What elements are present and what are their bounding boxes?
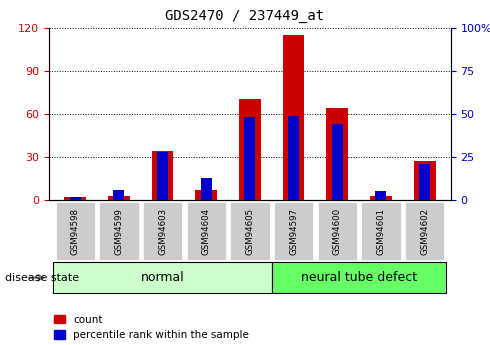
- Bar: [108, 196, 130, 200]
- Text: GSM94605: GSM94605: [245, 208, 254, 255]
- Bar: [113, 190, 124, 200]
- Text: neural tube defect: neural tube defect: [301, 271, 417, 284]
- Text: GSM94604: GSM94604: [202, 208, 211, 255]
- Text: GSM94599: GSM94599: [114, 208, 123, 255]
- Bar: [332, 124, 343, 200]
- Bar: [370, 196, 392, 200]
- Bar: [245, 117, 255, 200]
- Text: GSM94598: GSM94598: [71, 208, 80, 255]
- Bar: [283, 35, 304, 200]
- Bar: [326, 108, 348, 200]
- Bar: [201, 178, 212, 200]
- Bar: [151, 151, 173, 200]
- Text: disease state: disease state: [5, 273, 79, 283]
- Bar: [64, 197, 86, 200]
- Bar: [157, 152, 168, 200]
- Bar: [414, 161, 436, 200]
- Text: normal: normal: [141, 271, 184, 284]
- Bar: [419, 164, 430, 200]
- Bar: [196, 190, 217, 200]
- Bar: [70, 197, 81, 200]
- Bar: [375, 191, 387, 200]
- Text: GSM94602: GSM94602: [420, 208, 429, 255]
- Text: GSM94600: GSM94600: [333, 208, 342, 255]
- Bar: [239, 99, 261, 200]
- Text: GDS2470 / 237449_at: GDS2470 / 237449_at: [166, 9, 324, 23]
- Text: GSM94603: GSM94603: [158, 208, 167, 255]
- Legend: count, percentile rank within the sample: count, percentile rank within the sample: [54, 315, 249, 340]
- Text: GSM94597: GSM94597: [289, 208, 298, 255]
- Text: GSM94601: GSM94601: [376, 208, 386, 255]
- Bar: [288, 116, 299, 200]
